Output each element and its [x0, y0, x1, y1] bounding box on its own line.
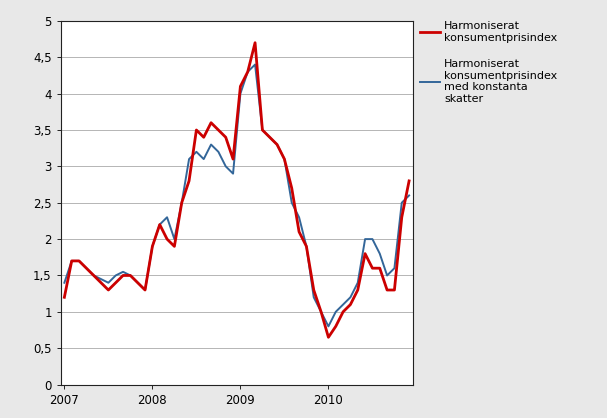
Legend: Harmoniserat
konsumentprisindex, Harmoniserat
konsumentprisindex
med konstanta
s: Harmoniserat konsumentprisindex, Harmoni…	[420, 21, 557, 104]
